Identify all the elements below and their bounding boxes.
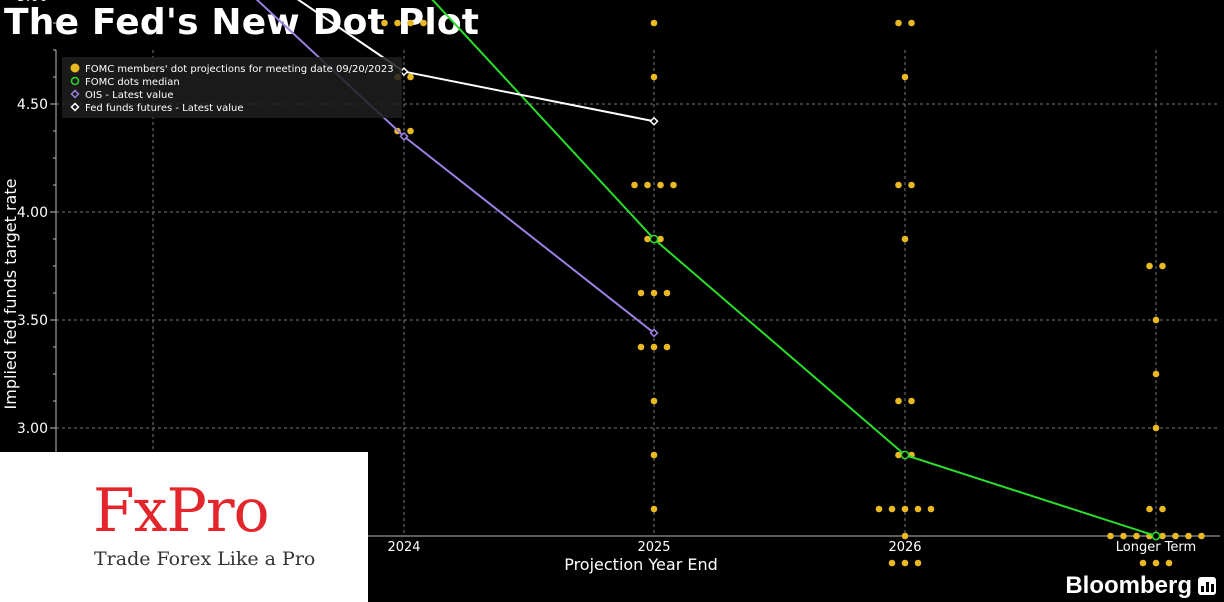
fomc-dot (650, 73, 658, 81)
fomc-dot (914, 559, 922, 567)
fxpro-tagline: Trade Forex Like a Pro (94, 548, 316, 570)
fomc-dot (650, 451, 658, 459)
fomc-dot (1146, 505, 1153, 513)
x-tick-label: 2026 (888, 540, 921, 555)
x-axis-title: Projection Year End (564, 555, 718, 574)
fomc-dot (650, 289, 658, 297)
fomc-dot (901, 73, 909, 81)
fomc-dot (1146, 262, 1153, 270)
fomc-dot (895, 181, 902, 189)
futures-marker (649, 116, 659, 126)
fomc-dot (407, 127, 414, 135)
fomc-dot (1159, 262, 1166, 270)
fomc-dot (1198, 532, 1205, 540)
fomc-dot (650, 19, 658, 27)
fomc-dot (927, 505, 935, 513)
fomc-dot (650, 397, 658, 405)
fomc-dot (407, 19, 414, 27)
fomc-dot (1107, 532, 1114, 540)
fomc-dot (908, 19, 915, 27)
fomc-dot (908, 397, 915, 405)
fomc-dot (901, 505, 909, 513)
legend-diamond-icon (70, 102, 80, 112)
y-tick-label: 5.00 (17, 0, 48, 5)
fomc-dot (394, 19, 401, 27)
y-tick-label: 4.00 (17, 205, 48, 221)
fomc-dot (1133, 532, 1140, 540)
fomc-dot (875, 505, 883, 513)
legend-label: OIS - Latest value (85, 90, 174, 101)
fomc-dot (914, 505, 922, 513)
fomc-dot (1139, 559, 1147, 567)
fomc-dot (1172, 532, 1179, 540)
fomc-dot (657, 181, 664, 189)
fomc-dot (663, 289, 671, 297)
fomc-dot (901, 559, 909, 567)
legend-dot-icon (70, 63, 80, 73)
bloomberg-logo: Bloomberg (1065, 572, 1192, 599)
fomc-dot (657, 235, 664, 243)
fomc-dot (637, 289, 645, 297)
legend: FOMC members' dot projections for meetin… (62, 57, 402, 118)
fomc-dot (650, 343, 658, 351)
fomc-dot (1120, 532, 1127, 540)
fomc-dot (407, 73, 414, 81)
median-marker (900, 450, 910, 460)
fxpro-logo-panel: FxPro Trade Forex Like a Pro (0, 452, 368, 602)
fomc-dot (1152, 559, 1160, 567)
fomc-dot (901, 532, 909, 540)
fomc-dot (381, 19, 388, 27)
fomc-dot (1152, 370, 1160, 378)
fomc-dot (670, 181, 677, 189)
axis-labels: 3.003.504.004.505.005.506.00202420252026… (1, 0, 1196, 574)
x-tick-label: 2024 (387, 540, 420, 555)
series-lines (255, 0, 1161, 541)
x-tick-label: 2025 (637, 540, 670, 555)
fomc-dot (908, 181, 915, 189)
legend-diamond-icon (70, 89, 80, 99)
fomc-dot (644, 181, 651, 189)
fomc-dot (637, 343, 645, 351)
ois-marker (399, 131, 409, 141)
legend-label: Fed funds futures - Latest value (85, 103, 244, 114)
fomc-dot (1159, 532, 1166, 540)
y-tick-label: 3.50 (17, 313, 48, 329)
y-tick-label: 3.00 (17, 421, 48, 437)
bar-chart-icon (1198, 577, 1216, 595)
legend-label: FOMC dots median (85, 77, 180, 88)
fomc-dot (1159, 505, 1166, 513)
legend-circle-icon (70, 76, 80, 86)
fxpro-logo: FxPro (93, 476, 270, 546)
fomc-dot (1152, 316, 1160, 324)
fomc-dot (1185, 532, 1192, 540)
fomc-dot (663, 343, 671, 351)
median-marker (649, 234, 659, 244)
x-tick-label: Longer Term (1116, 540, 1196, 555)
source-credit: Bloomberg (1065, 572, 1216, 600)
fomc-dot (895, 397, 902, 405)
fomc-dot (650, 505, 658, 513)
fomc-dot (420, 19, 427, 27)
legend-label: FOMC members' dot projections for meetin… (85, 64, 394, 75)
y-tick-label: 4.50 (17, 97, 48, 113)
y-axis-title: Implied fed funds target rate (1, 179, 20, 410)
fomc-dot (901, 235, 909, 243)
fomc-dot (895, 451, 902, 459)
median-marker (1151, 531, 1161, 541)
fomc-dot (895, 19, 902, 27)
fomc-dot (888, 559, 896, 567)
ois-marker (649, 328, 659, 338)
legend-box (62, 57, 402, 118)
fomc-dot (631, 181, 638, 189)
fomc-dot (644, 235, 651, 243)
fomc-dot (1165, 559, 1173, 567)
fomc-dot (1152, 424, 1160, 432)
fomc-dot (888, 505, 896, 513)
